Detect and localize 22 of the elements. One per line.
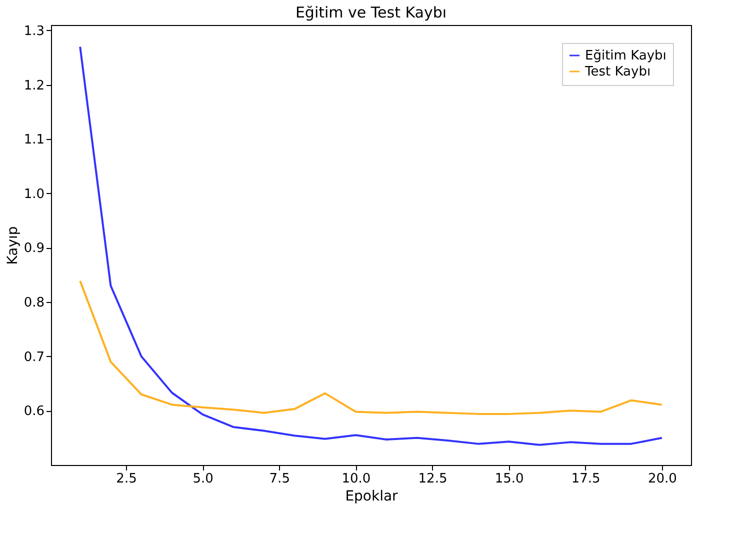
x-tick-label: 12.5: [418, 472, 448, 486]
x-tick-label: 20.0: [648, 472, 677, 486]
y-tick-label: 0.8: [24, 296, 44, 311]
y-tick-label: 1.3: [24, 24, 44, 39]
y-tick-label: 0.7: [24, 350, 44, 365]
y-tick-label: 0.6: [24, 404, 44, 420]
legend-label: Test Kaybı: [584, 64, 651, 80]
line-series: [79, 280, 663, 415]
x-tick-label: 7.5: [269, 472, 290, 486]
x-tick-label: 15.0: [494, 472, 524, 486]
x-tick-label: 10.0: [342, 472, 371, 486]
x-tick-label: 17.5: [571, 472, 600, 486]
x-axis-title: Epoklar: [345, 488, 398, 504]
y-tick-label: 0.9: [24, 241, 44, 256]
x-tick-label: 2.5: [116, 472, 137, 486]
y-tick-label: 1.1: [24, 132, 44, 148]
y-tick-label: 1.0: [24, 186, 44, 202]
x-tick-label: 5.0: [192, 472, 214, 486]
y-tick-label: 1.2: [24, 78, 44, 94]
y-axis-title: Kayıp: [4, 226, 21, 265]
legend-label: Eğitim Kaybı: [585, 48, 666, 64]
chart-title: Eğitim ve Test Kaybı: [295, 3, 447, 22]
